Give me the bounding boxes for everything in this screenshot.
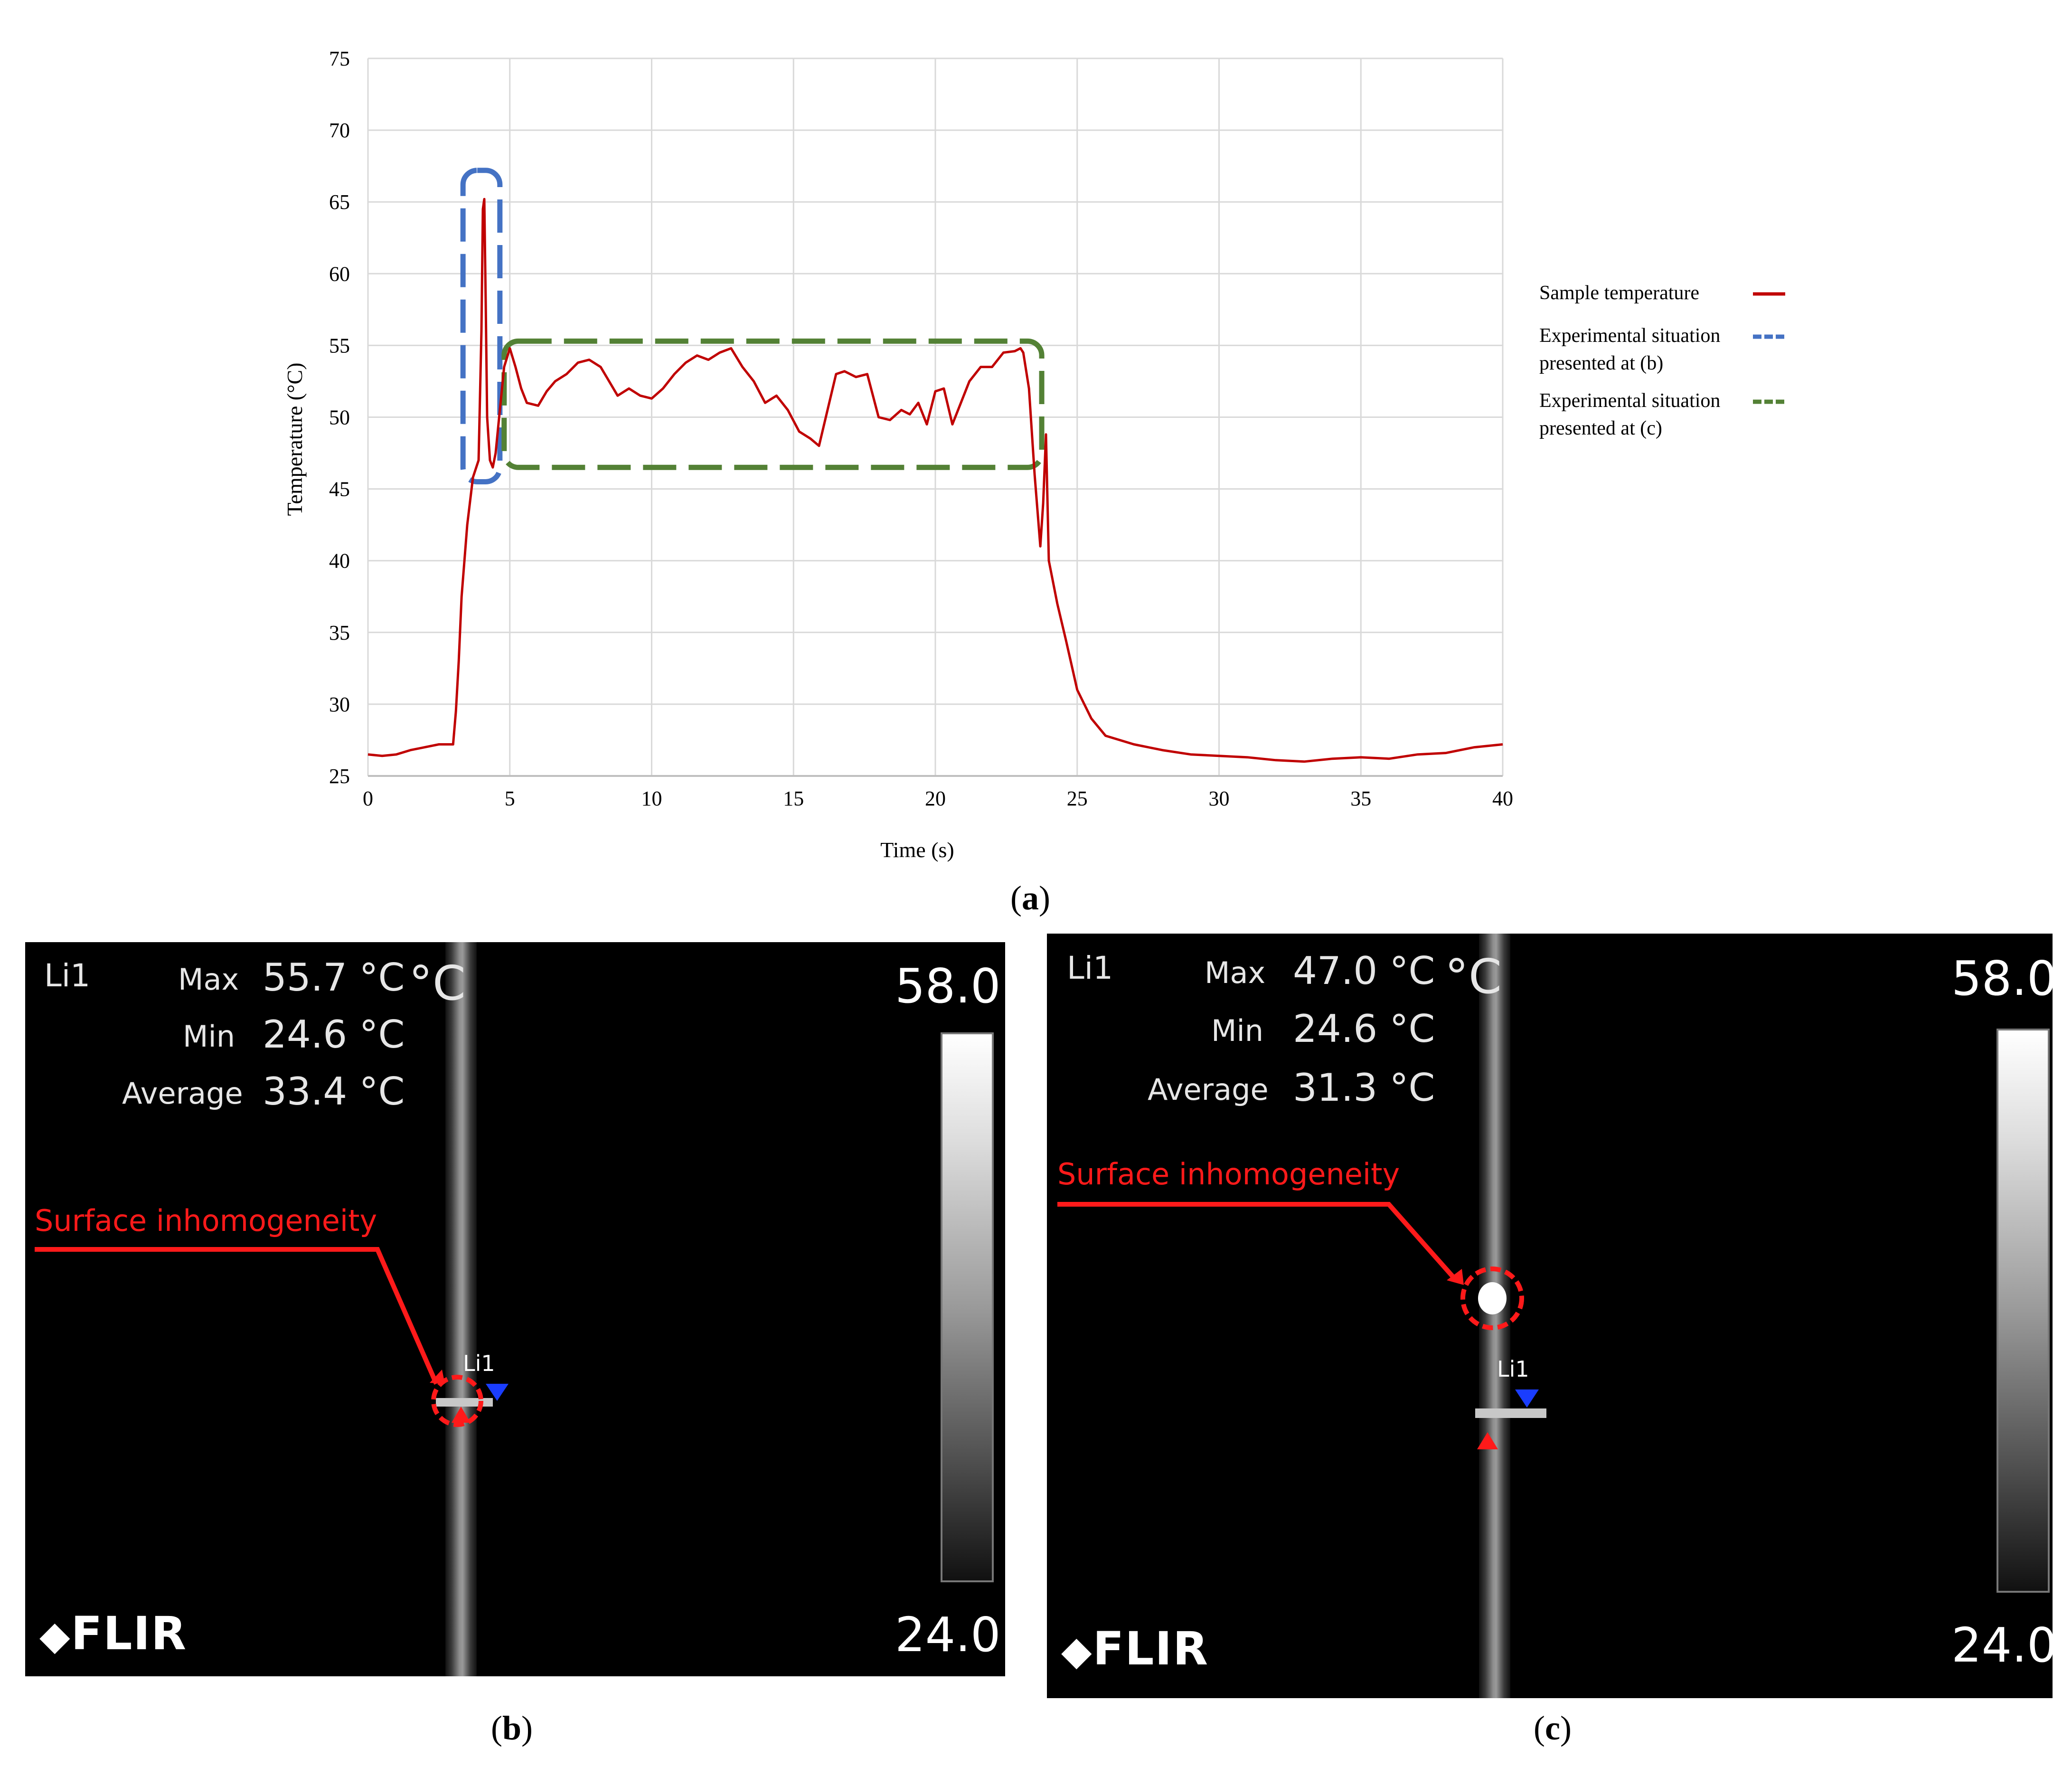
line-marker-label: Li1 — [1497, 1356, 1529, 1382]
x-axis-label: Time (s) — [880, 838, 954, 862]
legend-label-sample: Sample temperature — [1539, 282, 1699, 304]
sample-rod — [1479, 934, 1510, 1698]
y-axis-label: Temperature (°C) — [283, 363, 307, 516]
overlay-b — [35, 1247, 509, 1427]
temperature-chart: 25 30 35 40 45 50 55 60 65 70 75 0 5 10 15 20 25 30 35 40 T… — [283, 47, 1785, 862]
line-tool-bar — [436, 1398, 493, 1407]
y-tick-label: 30 — [329, 693, 350, 716]
y-tick-label: 40 — [329, 549, 350, 573]
inhomogeneity-circle — [1460, 1266, 1524, 1330]
max-value: 55.7 °C — [263, 955, 405, 1000]
annotation-arrow-line — [35, 1247, 439, 1385]
min-label: Min — [183, 1019, 235, 1054]
scale-max: 58.0 — [1951, 951, 2053, 1006]
max-marker-red — [1477, 1432, 1498, 1449]
panel-label-b: (b) — [491, 1709, 533, 1747]
unit-label: °C — [409, 955, 466, 1011]
y-tick-label: 55 — [329, 334, 350, 357]
thermal-image-b: Li1 Max 55.7 °C °C Min 24.6 °C Average 3… — [25, 942, 1005, 1676]
line-tool-bar — [1475, 1408, 1546, 1418]
sample-rod — [445, 942, 477, 1676]
line-id: Li1 — [1067, 950, 1113, 986]
panel-label-a: (a) — [1010, 879, 1050, 917]
annotation-label: Surface inhomogeneity — [1057, 1157, 1400, 1191]
series-line-sample-temperature — [367, 198, 1503, 763]
highlight-boxes — [460, 168, 1045, 484]
y-tick-label: 65 — [329, 190, 350, 214]
legend-label-b-line2: presented at (b) — [1539, 352, 1663, 374]
y-tick-label: 35 — [329, 621, 350, 644]
annotation-arrowhead — [430, 1370, 445, 1384]
min-marker-blue — [486, 1384, 509, 1401]
y-tick-label: 50 — [329, 406, 350, 429]
legend: Sample temperature Experimental situatio… — [1539, 282, 1785, 439]
average-value: 31.3 °C — [1293, 1066, 1435, 1110]
legend-label-b-line1: Experimental situation — [1539, 325, 1720, 347]
x-tick-label: 15 — [783, 787, 804, 810]
x-tick-label: 20 — [925, 787, 946, 810]
legend-label-c-line2: presented at (c) — [1539, 417, 1662, 439]
panel-label-c: (c) — [1534, 1709, 1572, 1747]
x-tick-label: 40 — [1492, 787, 1513, 810]
max-label: Max — [1205, 955, 1266, 990]
y-tick-label: 70 — [329, 119, 350, 142]
max-marker-red — [452, 1407, 471, 1423]
y-tick-label: 45 — [329, 478, 350, 501]
min-marker-blue — [1515, 1389, 1539, 1408]
min-value: 24.6 °C — [263, 1012, 405, 1057]
max-value: 47.0 °C — [1293, 949, 1435, 993]
scale-min: 24.0 — [1951, 1617, 2053, 1673]
scale-min: 24.0 — [895, 1607, 1001, 1663]
color-scale-bar — [941, 1032, 994, 1582]
unit-label: °C — [1445, 949, 1502, 1004]
y-tick-label: 25 — [329, 765, 350, 788]
thermal-image-c: Li1 Max 47.0 °C °C Min 24.6 °C Average 3… — [1047, 934, 2053, 1698]
min-value: 24.6 °C — [1293, 1007, 1435, 1051]
annotation-arrow-line — [1057, 1202, 1457, 1281]
line-id: Li1 — [44, 957, 91, 994]
inhomogeneity-circle — [431, 1375, 483, 1427]
line-marker-label: Li1 — [463, 1351, 495, 1376]
legend-label-c-line1: Experimental situation — [1539, 390, 1720, 412]
flir-logo: ◆FLIR — [1061, 1622, 1209, 1675]
max-label: Max — [178, 962, 239, 997]
scale-max: 58.0 — [895, 958, 1001, 1014]
color-scale-bar — [1997, 1029, 2050, 1593]
min-label: Min — [1211, 1013, 1264, 1048]
overlay-c — [1057, 1202, 1546, 1449]
tick-labels: 25 30 35 40 45 50 55 60 65 70 75 0 5 10 15 20 25 30 35 40 — [329, 47, 1513, 810]
flir-logo: ◆FLIR — [39, 1607, 187, 1660]
x-tick-label: 30 — [1209, 787, 1230, 810]
green-box — [501, 338, 1045, 470]
annotation-arrowhead — [1447, 1269, 1464, 1285]
y-tick-label: 75 — [329, 47, 350, 70]
x-tick-label: 35 — [1350, 787, 1371, 810]
x-tick-label: 10 — [641, 787, 662, 810]
average-value: 33.4 °C — [263, 1069, 405, 1114]
x-tick-label: 0 — [363, 787, 373, 810]
annotation-label: Surface inhomogeneity — [35, 1203, 377, 1238]
x-tick-label: 5 — [505, 787, 515, 810]
x-tick-label: 25 — [1067, 787, 1088, 810]
blue-box — [460, 168, 503, 484]
series — [367, 198, 1503, 763]
hot-spot — [1478, 1282, 1507, 1314]
average-label: Average — [122, 1076, 243, 1111]
y-tick-label: 60 — [329, 262, 350, 285]
average-label: Average — [1148, 1072, 1269, 1107]
grid — [367, 57, 1504, 777]
